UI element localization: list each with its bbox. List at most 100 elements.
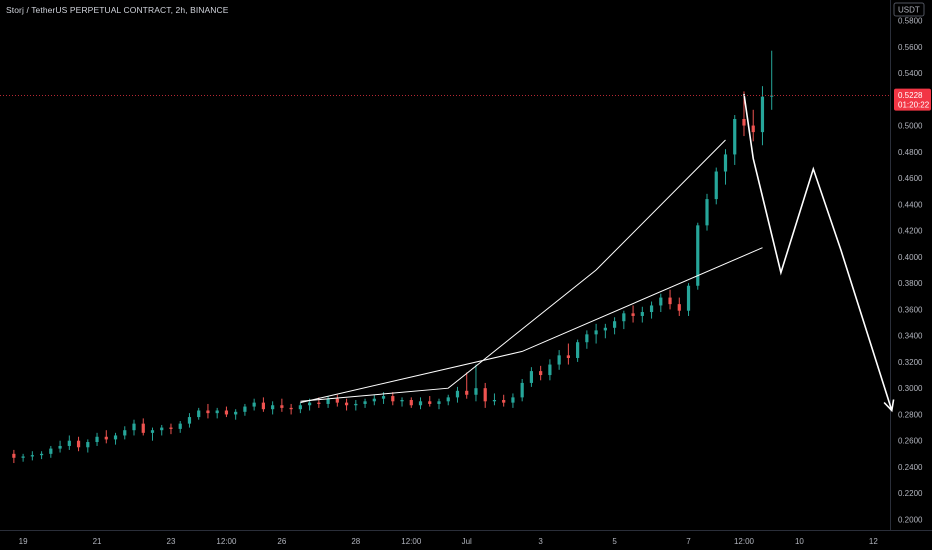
candle <box>354 400 358 411</box>
candle-body <box>160 427 164 431</box>
price-tick-label: 0.2400 <box>898 463 923 472</box>
candle-body <box>21 456 25 458</box>
candle <box>261 397 265 412</box>
candle-body <box>76 440 81 448</box>
candle-body <box>308 402 312 406</box>
currency-badge[interactable]: USDT <box>893 2 925 17</box>
candle-body <box>141 423 145 433</box>
candle-body <box>631 313 635 316</box>
candle-body <box>742 118 746 126</box>
price-tick-label: 0.3600 <box>898 305 923 314</box>
candle <box>576 339 580 362</box>
candle-body <box>659 297 663 306</box>
candle-body <box>696 225 700 286</box>
candle <box>659 293 663 313</box>
price-tick-label: 0.3400 <box>898 332 923 341</box>
time-tick-label: 28 <box>351 537 360 546</box>
candle-body <box>67 440 71 446</box>
candle-body <box>30 455 34 457</box>
candle <box>252 398 256 411</box>
candle <box>391 392 395 406</box>
candle-body <box>150 430 155 433</box>
candle <box>603 323 607 339</box>
candle-body <box>372 398 376 402</box>
candle-body <box>12 453 16 458</box>
candle <box>95 432 99 446</box>
time-tick-label: Jul <box>462 537 472 546</box>
candle-body <box>585 334 589 343</box>
candle-body <box>492 400 497 402</box>
candle-body <box>668 297 672 305</box>
candle <box>150 427 155 441</box>
candle-body <box>326 398 330 404</box>
price-tick-label: 0.2800 <box>898 410 923 419</box>
bar-countdown: 01:20:22 <box>898 101 930 110</box>
candle <box>612 317 617 335</box>
candle-body <box>557 355 561 365</box>
candle-body <box>206 410 210 414</box>
candle-body <box>363 401 367 404</box>
candle-body <box>566 355 570 358</box>
time-tick-label: 12:00 <box>216 537 237 546</box>
candle <box>215 407 219 419</box>
candle-body <box>603 327 607 331</box>
price-tick-label: 0.4400 <box>898 200 923 209</box>
wedge-upper-trendline[interactable] <box>300 139 726 402</box>
time-tick-label: 12 <box>869 537 878 546</box>
candle-body <box>95 436 99 443</box>
candle-body <box>289 407 293 410</box>
candle <box>372 394 376 406</box>
candle <box>529 367 534 387</box>
price-tick-label: 0.4000 <box>898 253 923 262</box>
price-tick-label: 0.3200 <box>898 358 923 367</box>
candle <box>363 398 367 408</box>
last-price-value: 0.5228 <box>898 91 923 100</box>
candle <box>446 394 450 406</box>
candle-body <box>437 401 441 404</box>
candle <box>733 115 737 165</box>
candle-body <box>465 390 469 395</box>
candle <box>12 449 16 464</box>
candle-body <box>502 400 506 403</box>
candle-body <box>649 305 654 313</box>
candle <box>344 398 349 411</box>
candle-body <box>132 423 136 431</box>
candle <box>178 421 182 433</box>
time-tick-label: 21 <box>93 537 102 546</box>
candle <box>298 402 302 414</box>
candle-body <box>511 397 515 403</box>
candle <box>585 330 589 349</box>
price-tick-label: 0.4600 <box>898 174 923 183</box>
candle <box>224 406 229 418</box>
time-tick-label: 3 <box>538 537 543 546</box>
candle <box>206 403 210 419</box>
price-tick-label: 0.5400 <box>898 69 923 78</box>
projection-path[interactable] <box>743 93 893 411</box>
candle-body <box>705 199 709 226</box>
candle <box>723 149 728 185</box>
candle <box>76 436 81 452</box>
candle <box>492 393 497 406</box>
candle <box>502 394 506 407</box>
candle <box>317 397 321 408</box>
candle <box>594 323 598 344</box>
candle-body <box>548 364 552 376</box>
candle <box>640 306 644 323</box>
candle <box>455 386 460 403</box>
candle <box>548 359 552 381</box>
candle <box>511 393 515 408</box>
candle <box>187 413 192 428</box>
candle <box>557 350 561 370</box>
candle <box>289 403 293 415</box>
candle <box>686 283 691 316</box>
candle-body <box>197 410 201 418</box>
candle <box>30 451 34 461</box>
wedge-lower-trendline[interactable] <box>300 247 763 404</box>
price-tick-label: 0.2600 <box>898 437 923 446</box>
candle-body <box>723 154 728 172</box>
time-tick-label: 19 <box>19 537 28 546</box>
candle-body <box>123 430 127 436</box>
price-tick-label: 0.5800 <box>898 17 923 26</box>
